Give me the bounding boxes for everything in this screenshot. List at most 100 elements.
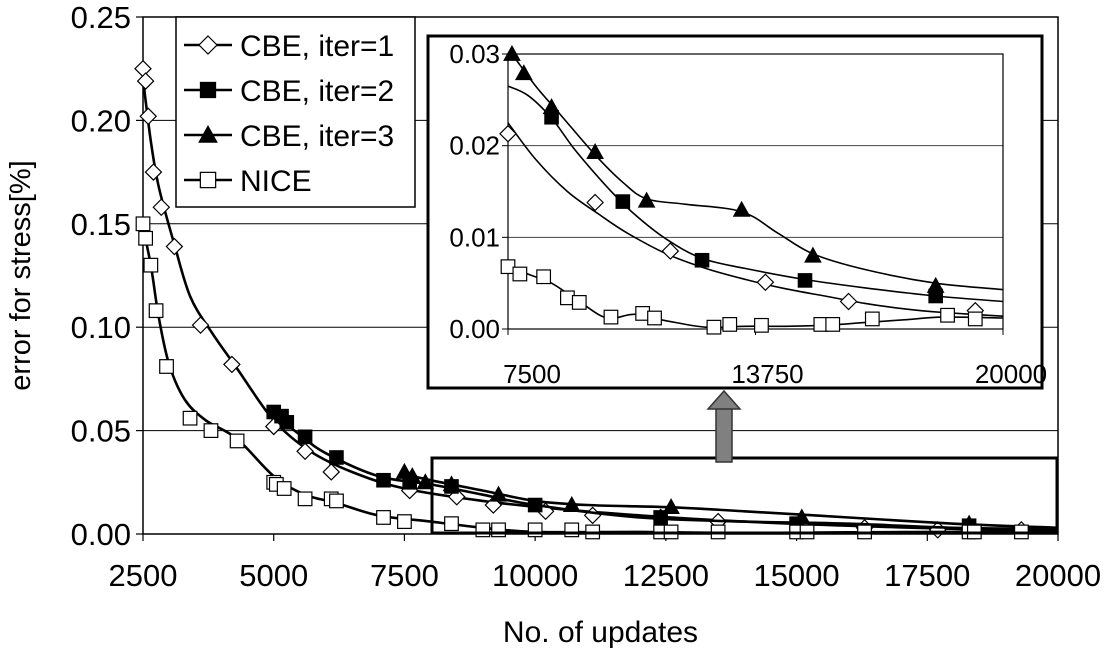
main-data-point <box>564 522 580 538</box>
main-data-point <box>144 163 163 181</box>
inset-data-point <box>512 266 528 282</box>
main-data-point <box>442 475 461 492</box>
main-data-point <box>297 491 313 507</box>
main-data-point <box>138 230 154 246</box>
inset-data-point <box>603 309 619 325</box>
legend-label: CBE, iter=1 <box>240 30 394 63</box>
main-data-point <box>662 498 680 515</box>
inset-data-point <box>499 124 517 143</box>
main-data-point <box>229 433 245 449</box>
inset-data-point <box>967 311 983 327</box>
main-data-point <box>329 450 344 465</box>
legend-marker <box>199 171 217 189</box>
main-data-point <box>297 429 313 445</box>
inset-data-point <box>514 64 533 81</box>
main-data-point <box>376 472 391 488</box>
inset-data-point <box>536 269 552 285</box>
inset-data-point <box>661 242 680 260</box>
main-data-point <box>376 510 391 525</box>
main-data-point <box>489 485 508 502</box>
inset-data-point <box>797 273 813 288</box>
main-data-point <box>653 510 668 525</box>
inset-data-point <box>571 295 587 310</box>
zoom-annotation <box>430 389 1059 535</box>
inset-data-point <box>804 246 822 263</box>
main-data-point <box>444 516 459 532</box>
main-data-point <box>276 481 292 496</box>
main-x-tick-label: 17500 <box>884 558 970 593</box>
inset-x-tick-label: 7500 <box>503 359 561 389</box>
inset-data-point <box>586 193 604 212</box>
arrow-head <box>706 389 742 410</box>
legend-label: CBE, iter=3 <box>240 120 394 153</box>
arrow-shaft <box>715 407 733 463</box>
legend-marker <box>198 35 218 55</box>
main-data-point <box>397 514 412 529</box>
main-y-tick-label: 0.10 <box>71 310 131 345</box>
inset-series-line <box>507 264 1004 329</box>
inset-y-tick-label: 0.02 <box>449 131 500 161</box>
main-data-point <box>159 359 174 374</box>
inset-x-tick-label: 13750 <box>731 359 803 389</box>
main-y-tick-label: 0.05 <box>71 414 131 449</box>
main-x-tick-label: 2500 <box>109 558 178 593</box>
main-y-tick-label: 0.00 <box>71 517 131 552</box>
legend-label: CBE, iter=2 <box>240 75 394 108</box>
inset-y-tick-label: 0.01 <box>449 222 500 252</box>
main-data-point <box>322 463 341 481</box>
inset-data-point <box>637 191 656 208</box>
inset-data-point <box>839 292 858 311</box>
inset-y-tick-label: 0.03 <box>449 39 500 69</box>
main-data-point <box>182 410 198 426</box>
main-y-tick-label: 0.25 <box>71 0 131 35</box>
inset-data-point <box>647 310 662 326</box>
main-data-point <box>416 473 435 490</box>
main-series-line <box>272 413 1059 531</box>
main-data-point <box>562 496 581 512</box>
main-data-point <box>136 72 155 90</box>
inset-data-point <box>503 44 521 61</box>
main-y-tick-label: 0.15 <box>71 207 131 242</box>
inset-data-point <box>694 252 710 268</box>
inset-data-point <box>864 311 880 327</box>
main-y-axis-label: error for stress[%] <box>5 160 37 390</box>
inset-frame <box>426 34 1044 390</box>
main-data-point <box>191 316 210 334</box>
main-series-line <box>404 472 1059 530</box>
inset-chart: 0.00 0.01 0.02 0.03 7500 13750 20000 <box>426 34 1047 390</box>
legend-label: NICE <box>240 165 312 198</box>
legend: CBE, iter=1 CBE, iter=2 CBE, iter=3 NICE <box>175 16 416 208</box>
main-data-point <box>143 257 159 273</box>
main-data-point <box>792 508 811 525</box>
main-data-point <box>329 493 344 509</box>
main-data-point <box>475 522 491 538</box>
zoom-rectangle <box>430 456 1059 535</box>
inset-data-point <box>732 200 751 217</box>
main-x-tick-label: 12500 <box>623 558 709 593</box>
main-data-point <box>152 198 171 217</box>
legend-marker <box>198 124 218 143</box>
main-x-tick-label: 7500 <box>370 558 439 593</box>
main-data-point <box>279 415 295 430</box>
main-data-point <box>139 107 158 126</box>
inset-y-tick-label: 0.00 <box>449 314 500 344</box>
main-x-tick-label: 10000 <box>492 558 578 593</box>
main-data-point <box>491 522 506 538</box>
main-x-tick-label: 5000 <box>239 558 308 593</box>
main-data-point <box>203 423 219 438</box>
inset-data-point <box>706 319 722 335</box>
inset-x-tick-label: 20000 <box>975 359 1047 389</box>
inset-data-point <box>722 317 738 332</box>
inset-data-point <box>926 276 945 293</box>
main-data-point <box>223 355 241 374</box>
main-data-point <box>296 442 314 461</box>
inset-data-point <box>756 273 775 292</box>
main-data-point <box>403 467 422 483</box>
inset-data-point <box>754 317 769 333</box>
main-data-point <box>527 522 543 538</box>
main-y-tick-label: 0.20 <box>71 103 131 138</box>
main-x-tick-label: 15000 <box>753 558 839 593</box>
inset-data-point <box>586 143 604 159</box>
main-data-point <box>165 237 184 256</box>
